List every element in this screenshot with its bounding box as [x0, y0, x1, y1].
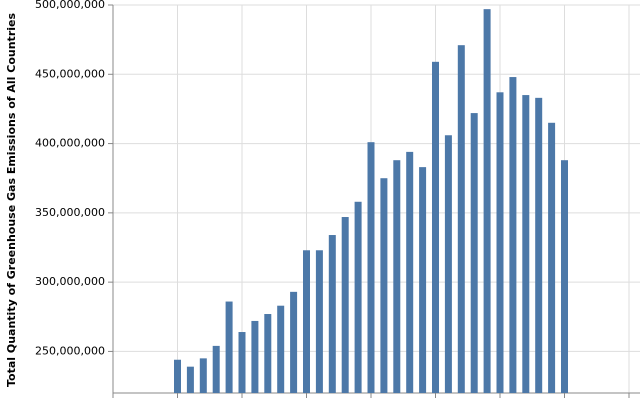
bar	[186, 366, 194, 393]
y-tick-label: 350,000,000	[35, 206, 105, 219]
bar	[264, 314, 272, 393]
bar	[548, 122, 556, 394]
bar	[225, 301, 233, 393]
bar	[199, 358, 207, 393]
bar	[367, 142, 375, 393]
bar	[354, 201, 362, 393]
bar	[406, 151, 414, 393]
bar	[496, 92, 504, 394]
bar	[432, 61, 439, 394]
bar	[290, 291, 298, 393]
bar	[419, 167, 427, 393]
bar	[509, 77, 517, 394]
y-tick-label: 250,000,000	[35, 344, 105, 357]
bar	[212, 345, 220, 393]
bar	[444, 135, 452, 393]
y-tick-label: 400,000,000	[35, 137, 105, 150]
bar	[483, 9, 491, 394]
y-tick-label: 500,000,000	[35, 0, 105, 11]
bar	[277, 305, 285, 393]
bar	[341, 217, 349, 393]
y-tick-label: 450,000,000	[35, 67, 105, 80]
bar	[380, 178, 388, 393]
bar	[238, 332, 246, 393]
bar	[315, 250, 323, 393]
bar	[303, 250, 310, 393]
bar	[457, 45, 465, 393]
bar	[561, 160, 568, 393]
bar	[174, 359, 181, 393]
bar	[393, 160, 401, 393]
bar	[328, 235, 336, 393]
bar	[470, 113, 478, 393]
y-axis-title: Total Quantity of Greenhouse Gas Emissio…	[5, 13, 18, 388]
bar	[251, 320, 259, 393]
bar	[535, 97, 543, 393]
y-tick-label: 300,000,000	[35, 275, 105, 288]
bar	[522, 95, 530, 394]
